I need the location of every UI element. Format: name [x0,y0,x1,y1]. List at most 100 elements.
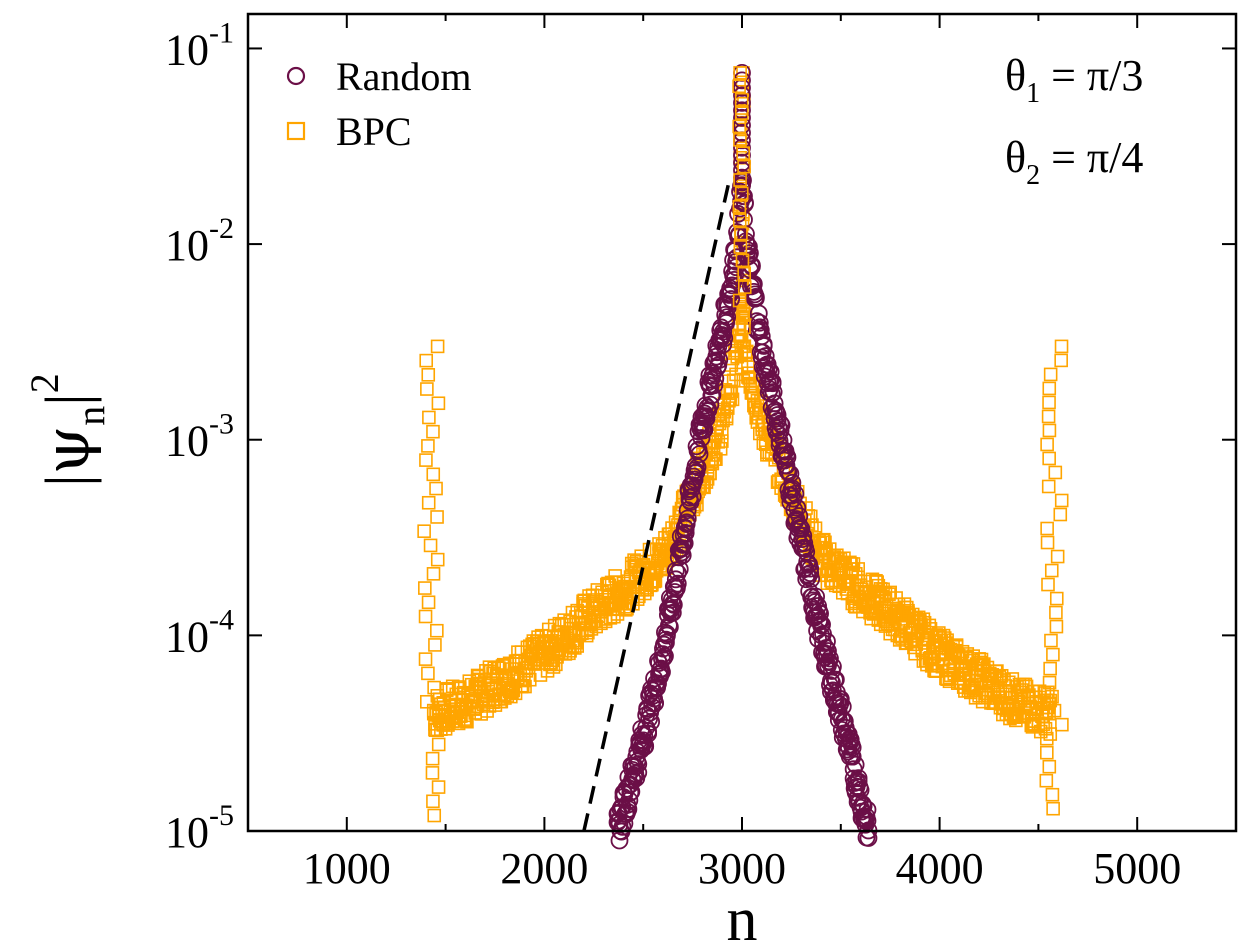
random-point [842,746,861,765]
bpc-point [846,557,861,571]
bpc-point [518,679,532,694]
theta-1-symbol: θ [1005,51,1026,100]
legend-label-bpc: BPC [336,109,412,154]
y-tick-label: 10-4 [165,603,234,661]
bpc-edge-point [1039,731,1054,746]
bpc-point [725,392,740,407]
random-point [674,526,693,545]
bpc-point [589,619,603,634]
legend-marker-bpc [286,121,306,141]
random-point [762,384,781,403]
random-point [858,800,877,819]
random-point [826,670,845,689]
random-point [807,587,825,606]
bpc-edge-point [1046,647,1060,662]
random-point [673,546,692,565]
bpc-edge-point [1043,661,1057,676]
bpc-edge-point [1050,549,1065,564]
bpc-edge-point [1042,381,1057,396]
random-point [821,649,839,668]
bpc-edge-point [418,581,432,595]
bpc-edge-point [421,368,436,382]
bpc-edge-point [418,609,433,624]
random-point [703,386,722,405]
bpc-point [735,311,749,325]
bpc-edge-point [425,766,440,780]
bpc-edge-point [1043,367,1058,382]
bpc-edge-point [432,709,447,723]
bpc-edge-point [1049,605,1063,620]
y-tick-label: 10-1 [165,16,234,74]
random-point [763,373,782,391]
bpc-edge-point [1046,801,1060,816]
bpc-edge-point [1047,703,1062,718]
bpc-point [735,253,750,268]
x-tick-label: 1000 [303,844,391,893]
random-point [769,418,788,437]
theta-1-subscript: 1 [1026,78,1040,109]
random-point [642,712,661,731]
bpc-edge-point [431,737,446,752]
bpc-point [601,576,615,591]
random-point [858,811,877,830]
bpc-point [546,660,561,674]
legend-marker-random [286,66,306,86]
bpc-edge-point [1042,451,1056,466]
bpc-point [1041,685,1055,700]
bpc-edge-point [427,808,442,823]
random-point [823,657,842,676]
random-point [744,275,763,293]
random-point [818,632,836,651]
random-point [754,337,773,355]
bpc-point [1018,677,1033,692]
random-point [771,421,790,440]
bpc-point [737,159,751,174]
random-point [726,266,744,285]
bpc-edge-point [1039,773,1054,788]
x-tick-label: 2000 [500,844,588,893]
legend: Random BPC [286,54,472,154]
random-point [706,369,725,388]
bpc-edge-point [1041,577,1055,592]
bpc-edge-point [430,339,445,354]
random-point [761,362,780,381]
bpc-edge-point [430,510,444,524]
random-point [716,305,735,324]
bpc-edge-point [426,794,440,809]
bpc-point [968,690,983,705]
random-point [701,395,720,414]
bpc-edge-point [428,638,442,652]
random-point [812,626,830,644]
bpc-edge-point [419,453,433,467]
bpc-edge-point [423,538,438,553]
x-tick-label: 4000 [896,844,984,893]
bpc-point [818,535,832,550]
random-point [705,376,724,395]
bpc-point [607,609,621,624]
bpc-point [952,649,966,663]
y-label-psi: ψ [30,426,103,475]
random-point [849,772,868,791]
bpc-point [734,92,749,107]
random-point [786,484,805,503]
bpc-edge-point [428,723,443,738]
random-point [688,441,707,460]
bpc-edge-point [419,353,434,368]
annotation-theta-1: θ1 = π/3 [1005,51,1143,109]
data-layer [417,63,1069,850]
random-point [714,335,733,354]
bpc-point [875,589,889,604]
bpc-point [732,79,746,94]
bpc-point [719,411,734,426]
bpc-edge-point [429,481,443,496]
random-point [802,570,821,588]
random-point [697,409,716,428]
random-point [733,86,751,105]
bpc-edge-point [421,439,435,453]
bpc-edge-point [1054,353,1068,368]
bpc-point [844,565,858,580]
y-tick-label: 10-2 [165,212,234,270]
tick-layer: 1000 2000 3000 4000 5000 10-1 10-2 10-3 10-4 10-5 [165,14,1237,893]
bpc-edge-point [1055,717,1069,732]
y-axis-label: |ψn|2 [22,373,113,486]
